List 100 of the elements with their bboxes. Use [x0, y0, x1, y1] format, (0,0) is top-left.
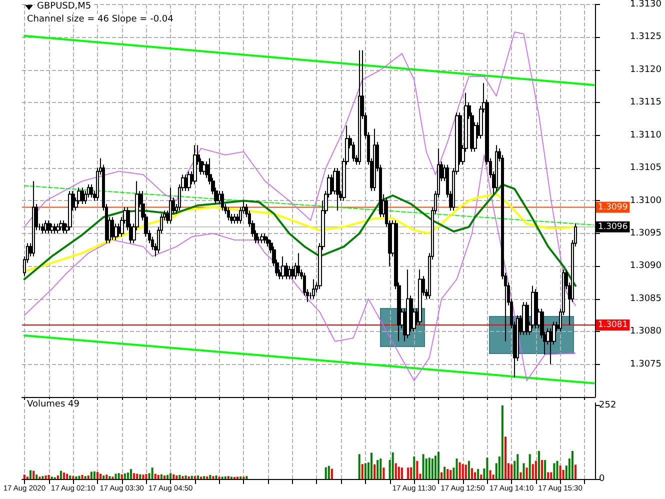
- y-tick-label: 1.3100: [630, 196, 662, 206]
- bar: [547, 472, 550, 479]
- bar: [240, 476, 242, 479]
- bar: [550, 472, 552, 479]
- bar: [142, 474, 144, 479]
- bar: [526, 468, 528, 479]
- bar: [416, 460, 418, 479]
- bar: [78, 476, 80, 479]
- bar: [534, 460, 537, 479]
- candlestick: [53, 223, 57, 234]
- bar: [157, 474, 160, 479]
- bar: [72, 476, 74, 479]
- bar: [382, 468, 385, 479]
- bar: [66, 474, 68, 479]
- bar: [163, 475, 166, 479]
- bar: [486, 458, 488, 479]
- bar: [477, 469, 480, 479]
- bar: [428, 458, 430, 479]
- bar: [212, 476, 214, 479]
- bar: [370, 452, 373, 479]
- y-tick-label: 1.3080: [630, 326, 662, 337]
- y-tick-label: 1.3120: [630, 64, 662, 75]
- candlestick: [312, 278, 315, 300]
- bar: [528, 454, 531, 479]
- bar: [330, 468, 333, 479]
- bar: [118, 473, 120, 479]
- bar: [522, 463, 525, 479]
- chart-title: GBPUSD,M5: [37, 2, 92, 12]
- bar: [431, 458, 434, 479]
- bar: [532, 464, 534, 479]
- bar: [516, 454, 519, 479]
- bar: [562, 470, 564, 479]
- y-tick-label: 1.3090: [630, 261, 662, 272]
- bar: [56, 475, 59, 479]
- candlestick: [41, 223, 44, 234]
- bar: [160, 474, 162, 479]
- bar: [215, 475, 218, 479]
- bar: [194, 476, 196, 479]
- candlestick: [193, 144, 197, 185]
- candlestick: [169, 187, 172, 224]
- candlestick: [406, 268, 410, 339]
- bar: [407, 468, 410, 479]
- bar: [394, 463, 397, 479]
- bar: [480, 474, 482, 479]
- candlestick: [59, 220, 63, 231]
- bar: [470, 468, 473, 479]
- line-series: [24, 31, 576, 306]
- bar: [556, 460, 558, 479]
- bar: [489, 470, 492, 479]
- candlestick: [534, 288, 538, 329]
- candlestick: [336, 168, 340, 212]
- bar: [84, 476, 86, 479]
- bar: [456, 458, 458, 479]
- candlestick: [68, 190, 72, 231]
- bar: [380, 458, 382, 479]
- candlestick: [263, 232, 267, 244]
- bar: [434, 456, 436, 479]
- chart-title: Volumes 49: [27, 400, 80, 410]
- bar: [422, 454, 424, 479]
- bar: [224, 476, 226, 479]
- bar: [44, 475, 47, 479]
- bar: [374, 464, 376, 479]
- bar: [468, 460, 470, 479]
- bar: [136, 474, 138, 479]
- bar: [444, 466, 446, 479]
- bar: [30, 470, 32, 479]
- bar: [574, 464, 577, 479]
- candlestick: [291, 266, 294, 280]
- candlestick: [373, 128, 376, 192]
- bar: [392, 452, 394, 479]
- bar: [90, 472, 92, 479]
- bar: [102, 475, 105, 479]
- candlestick: [227, 206, 230, 221]
- candlestick: [288, 266, 291, 280]
- bar: [376, 460, 379, 479]
- bar: [196, 475, 199, 479]
- bar: [172, 474, 175, 479]
- candlestick: [358, 50, 361, 166]
- candlestick: [281, 256, 285, 280]
- candlestick: [525, 302, 529, 336]
- y-tick-label: 1.3130: [630, 0, 662, 10]
- candlestick: [32, 180, 35, 257]
- bar: [438, 452, 440, 479]
- bar: [93, 471, 96, 479]
- bar: [23, 474, 26, 479]
- candlestick: [221, 190, 224, 212]
- bar: [124, 473, 126, 479]
- candlestick: [111, 216, 114, 240]
- ref-line-label: 1.3096: [598, 222, 628, 232]
- bar: [361, 464, 364, 479]
- bar: [154, 474, 156, 479]
- candlestick: [90, 184, 93, 198]
- bar: [553, 463, 556, 479]
- y-tick-label: 0: [599, 474, 605, 484]
- bar: [120, 474, 123, 479]
- bar: [145, 474, 148, 479]
- bar: [130, 469, 132, 479]
- bar: [450, 470, 452, 479]
- y-tick-label: 1.3095: [630, 228, 662, 238]
- y-tick-label: 252: [599, 400, 616, 410]
